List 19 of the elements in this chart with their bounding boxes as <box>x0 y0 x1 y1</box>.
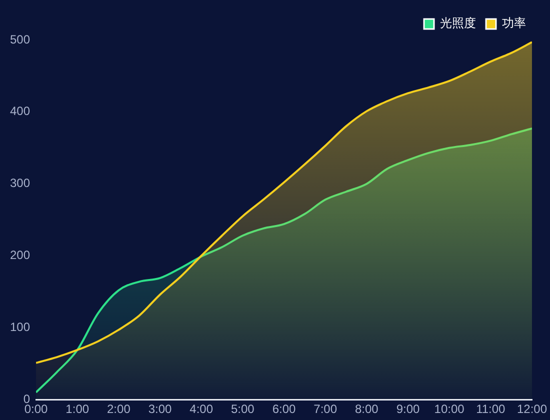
x-tick-label: 3:00 <box>148 402 172 416</box>
x-tick-label: 8:00 <box>354 402 379 416</box>
x-tick-label: 11:00 <box>476 402 506 416</box>
x-tick-label: 12:00 <box>516 402 548 416</box>
x-tick-label: 6:00 <box>272 402 296 416</box>
x-tick-label: 2:00 <box>107 402 131 416</box>
x-tick-label: 1:00 <box>66 402 90 416</box>
y-tick-label: 400 <box>10 104 30 118</box>
y-tick-label: 500 <box>10 32 30 46</box>
x-tick-label: 7:00 <box>314 402 338 416</box>
x-tick-label: 9:00 <box>396 402 420 416</box>
x-tick-label: 5:00 <box>230 402 255 416</box>
x-tick-label: 4:00 <box>190 402 214 416</box>
x-tick-label: 10:00 <box>434 402 465 416</box>
y-tick-label: 300 <box>10 176 30 190</box>
y-tick-label: 100 <box>10 320 30 334</box>
legend-label: 功率 <box>502 16 526 30</box>
y-tick-label: 200 <box>10 248 30 262</box>
legend-label: 光照度 <box>440 16 476 30</box>
